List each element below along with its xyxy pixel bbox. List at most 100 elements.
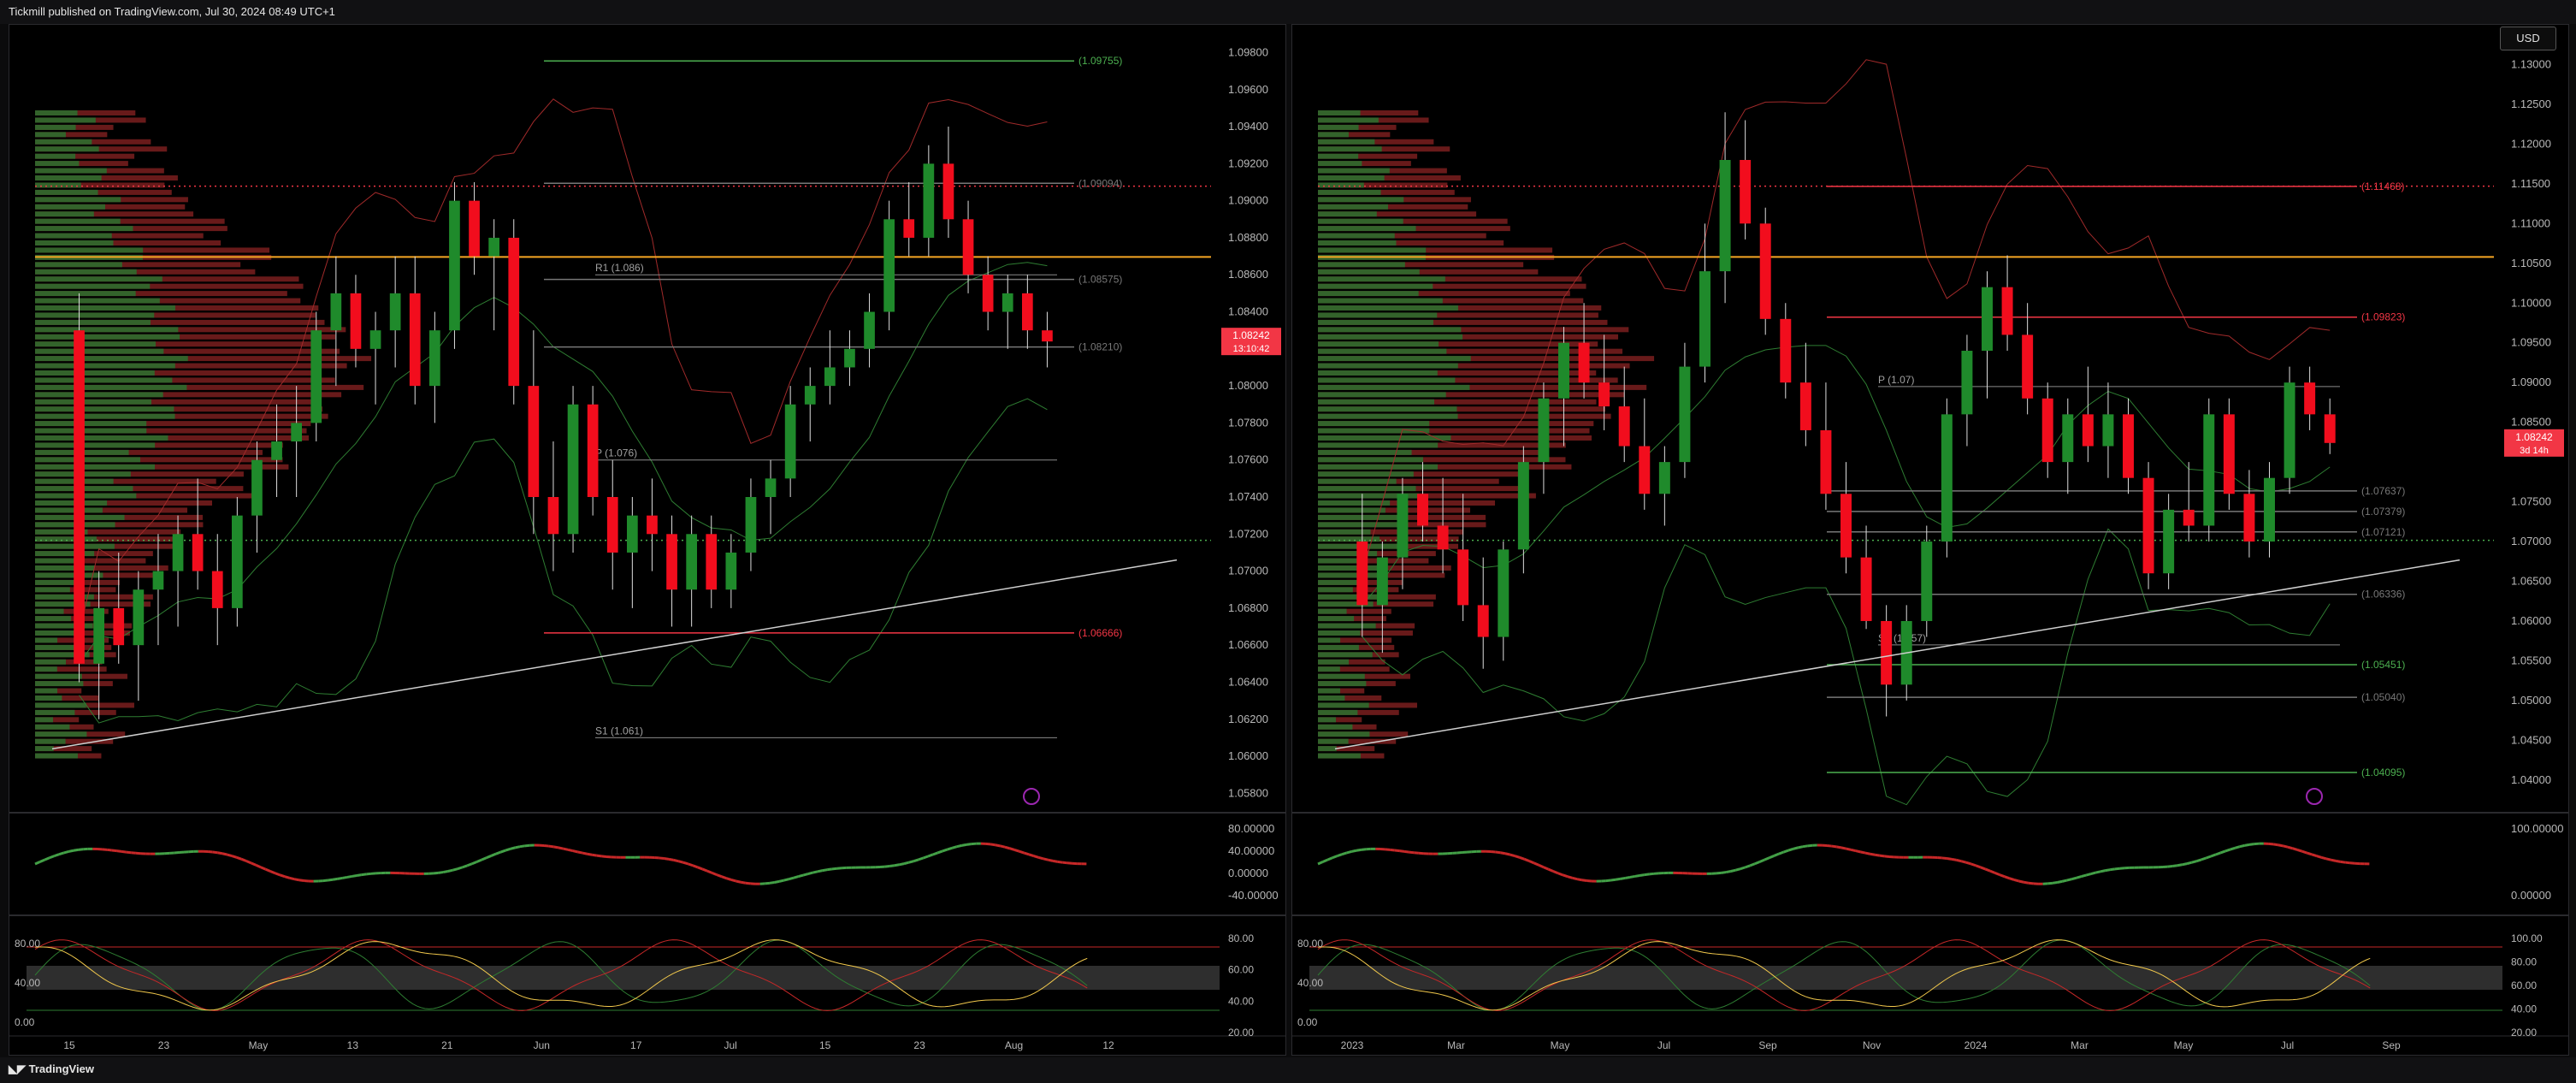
oscillator-segment [462, 864, 468, 869]
oscillator-segment [39, 858, 45, 863]
oscillator-segment [1557, 872, 1563, 877]
volume-profile-bar [35, 493, 253, 499]
volume-profile-bar [1318, 283, 1433, 289]
oscillator-segment [442, 870, 449, 874]
volume-profile-bar [35, 522, 204, 528]
candle-down [1799, 382, 1811, 430]
volume-profile-bar [35, 652, 90, 658]
oscillator-segment [2076, 875, 2082, 879]
oscillator-segment [2272, 843, 2278, 847]
volume-profile-bar [35, 283, 304, 289]
volume-profile-bar [35, 204, 186, 210]
oscillator-segment [2316, 855, 2322, 859]
price-axis-label: 1.11000 [2511, 216, 2550, 229]
volume-profile-bar [1318, 457, 1566, 463]
oscillator-segment [68, 849, 74, 853]
volume-profile-bar [35, 319, 325, 325]
right-chart-canvas[interactable]: 1.13000 1.12500 1.12000 1.11500 1.11000 1.105… [1292, 25, 2569, 1056]
oscillator-segment [1514, 855, 1521, 859]
volume-profile-bar [35, 189, 172, 195]
volume-profile-bar [1318, 435, 1451, 441]
time-axis-label: Jun [534, 1039, 550, 1051]
volume-profile-bar [35, 226, 133, 232]
time-axis-label: Mar [2071, 1039, 2089, 1051]
oscillator-segment [999, 844, 1006, 849]
volume-profile-bar [1318, 406, 1457, 412]
oscillator-segment [601, 855, 607, 858]
candle-up [310, 330, 322, 423]
oscillator-segment [2345, 861, 2351, 865]
oscillator-segment [2004, 875, 2010, 880]
price-axis-label: 1.09800 [1228, 45, 1268, 58]
oscillator-segment [947, 846, 953, 851]
candle-up [567, 404, 579, 535]
volume-profile-bar [35, 168, 107, 174]
osc2-right-axis-label: 40.00 [1228, 995, 1254, 1007]
oscillator-segment [903, 861, 910, 866]
candle-down [666, 534, 677, 590]
oscillator-segment [2186, 861, 2193, 866]
candle-up [1921, 542, 1933, 621]
oscillator-segment [116, 849, 122, 853]
volume-profile-bar [35, 276, 299, 282]
volume-profile-bar [35, 724, 70, 730]
current-price-label: 1.08242 [2515, 431, 2553, 443]
volume-profile-bar [1318, 392, 1446, 398]
volume-profile-bar [35, 551, 95, 557]
price-axis-label: 1.08800 [1228, 231, 1268, 244]
volume-profile-bar [35, 348, 340, 354]
volume-profile-bar [35, 572, 103, 578]
oscillator-segment [558, 846, 564, 850]
volume-profile-bar [35, 327, 179, 333]
volume-profile-bar [35, 731, 87, 737]
time-axis-label: 12 [1102, 1039, 1114, 1051]
volume-profile-bar [1318, 110, 1361, 115]
oscillator-segment [346, 874, 352, 879]
level-label: (1.07637) [2361, 485, 2405, 497]
tradingview-logo[interactable]: ◣◤ TradingView [9, 1062, 94, 1076]
price-axis-label: 1.07200 [1228, 527, 1268, 540]
oscillator-segment [102, 848, 108, 851]
oscillator-segment [817, 869, 823, 873]
time-axis-label: 21 [441, 1039, 453, 1051]
candle-up [1679, 366, 1691, 463]
left-chart-canvas[interactable]: 1.09800 1.09600 1.09400 1.09200 1.09000 1.088… [9, 25, 1286, 1056]
candle-up [1498, 549, 1510, 637]
volume-profile-bar [1318, 413, 1611, 419]
oscillator-segment [1062, 861, 1068, 865]
oscillator-segment [1793, 846, 1799, 850]
candle-down [1457, 549, 1469, 606]
volume-profile-bar [35, 197, 121, 203]
volume-profile-bar [1318, 659, 1350, 665]
volume-profile-bar [35, 139, 151, 145]
oscillator-segment [543, 843, 549, 848]
price-axis-label: 1.06800 [1228, 601, 1268, 614]
volume-profile-bar [35, 536, 97, 542]
oscillator-segment [1023, 851, 1030, 856]
oscillator-segment [107, 848, 112, 852]
volume-profile-bar [35, 392, 342, 398]
oscillator-segment [1649, 872, 1655, 876]
oscillator-segment [240, 857, 247, 862]
volume-profile-bar [1318, 709, 1399, 715]
volume-profile-bar [1318, 478, 1397, 484]
oscillator-segment [1013, 848, 1020, 853]
level-label: (1.04095) [2361, 766, 2405, 778]
currency-button[interactable]: USD [2500, 27, 2556, 50]
candle-down [2123, 414, 2134, 478]
volume-profile-bar [35, 500, 213, 506]
oscillator-segment [899, 862, 905, 867]
volume-profile-bar [1318, 262, 1524, 268]
right-chart-panel[interactable]: 1.13000 1.12500 1.12000 1.11500 1.11000 1.105… [1291, 24, 2569, 1056]
volume-profile-bar [1318, 139, 1375, 145]
candle-down [962, 219, 974, 275]
oscillator-segment [894, 863, 900, 867]
candle-up [1961, 351, 1973, 415]
oscillator-segment [1326, 856, 1333, 861]
candle-up [745, 497, 757, 553]
left-chart-panel[interactable]: 1.09800 1.09600 1.09400 1.09200 1.09000 1.088… [9, 24, 1286, 1056]
oscillator-segment [1356, 848, 1362, 852]
volume-profile-bar [35, 608, 109, 614]
volume-profile-bar [35, 240, 222, 246]
volume-profile-bar [35, 298, 301, 304]
